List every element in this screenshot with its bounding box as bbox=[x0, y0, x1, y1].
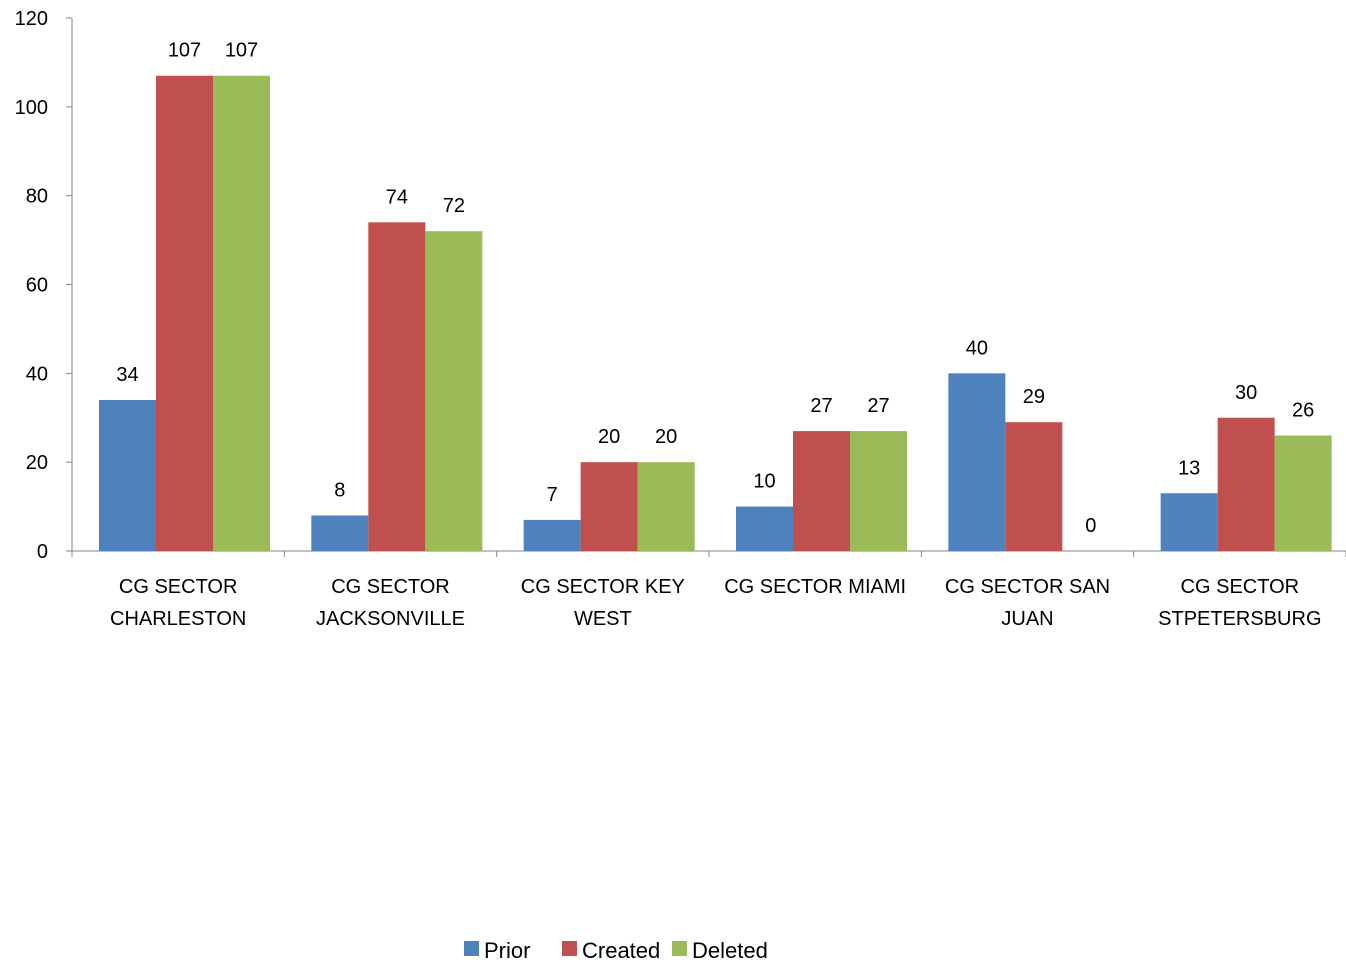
y-tick-label: 40 bbox=[26, 363, 48, 385]
y-tick-label: 120 bbox=[15, 8, 48, 30]
category-label-line: CG SECTOR KEY bbox=[521, 576, 685, 598]
bar-prior bbox=[736, 506, 793, 551]
bar-created bbox=[1217, 417, 1275, 551]
category-label-line: CG SECTOR MIAMI bbox=[724, 576, 906, 598]
legend-label-created: Created bbox=[582, 938, 660, 963]
data-label-deleted: 26 bbox=[1292, 400, 1314, 422]
category-label-line: CG SECTOR bbox=[1181, 576, 1300, 598]
data-label-prior: 7 bbox=[547, 484, 558, 506]
bar-prior bbox=[948, 373, 1006, 551]
legend-swatch-deleted bbox=[672, 941, 687, 956]
data-label-deleted: 0 bbox=[1085, 515, 1096, 537]
data-label-created: 74 bbox=[386, 186, 408, 208]
data-label-deleted: 27 bbox=[867, 395, 889, 417]
category-label: CG SECTOR STPETERSBURG bbox=[1158, 576, 1321, 630]
bar-created bbox=[1005, 422, 1063, 551]
category-label-line: JUAN bbox=[1001, 608, 1053, 630]
legend-label-prior: Prior bbox=[484, 938, 530, 963]
data-label-deleted: 72 bbox=[443, 195, 465, 217]
bar-deleted bbox=[1274, 435, 1332, 551]
category-label-line: CG SECTOR bbox=[331, 576, 450, 598]
chart-data-labels: 34 107 107 8 74 72 7 20 20 10 27 27 40 29 0 13 30 26 bbox=[116, 40, 1314, 537]
y-tick-label: 80 bbox=[26, 186, 48, 208]
bar-deleted bbox=[425, 231, 483, 551]
legend-swatch-prior bbox=[464, 941, 479, 956]
data-label-deleted: 107 bbox=[225, 40, 258, 62]
category-label: CG SECTOR CHARLESTON bbox=[110, 576, 246, 630]
data-label-prior: 13 bbox=[1178, 457, 1200, 479]
bar-prior bbox=[311, 515, 369, 551]
category-label: CG SECTOR MIAMI bbox=[724, 576, 906, 598]
bar-deleted bbox=[637, 462, 695, 551]
category-label: CG SECTOR SAN JUAN bbox=[945, 576, 1110, 630]
data-label-created: 30 bbox=[1235, 382, 1257, 404]
y-tick-label: 60 bbox=[26, 275, 48, 297]
data-label-created: 29 bbox=[1023, 386, 1045, 408]
bar-deleted bbox=[213, 75, 270, 551]
bar-created bbox=[580, 462, 638, 551]
bar-prior bbox=[523, 519, 581, 551]
y-tick-label: 20 bbox=[26, 452, 48, 474]
bar-created bbox=[368, 222, 426, 552]
chart-bars bbox=[99, 75, 1332, 552]
data-label-created: 27 bbox=[810, 395, 832, 417]
data-label-prior: 8 bbox=[334, 479, 345, 501]
bar-prior bbox=[1160, 493, 1218, 551]
category-label-line: WEST bbox=[574, 608, 632, 630]
bar-created bbox=[793, 431, 850, 551]
y-tick-label: 0 bbox=[37, 541, 48, 563]
legend-swatch-created bbox=[562, 941, 577, 956]
data-label-prior: 40 bbox=[966, 337, 988, 359]
data-label-created: 20 bbox=[598, 426, 620, 448]
category-label-line: STPETERSBURG bbox=[1158, 608, 1321, 630]
bar-created bbox=[156, 75, 213, 551]
chart-category-labels: CG SECTOR CHARLESTON CG SECTOR JACKSONVILLE… bbox=[110, 576, 1322, 630]
bar-deleted bbox=[850, 431, 907, 551]
y-tick-label: 100 bbox=[15, 97, 48, 119]
chart-legend: Prior Created Deleted bbox=[464, 938, 768, 963]
category-label-line: CHARLESTON bbox=[110, 608, 246, 630]
data-label-prior: 34 bbox=[116, 364, 138, 386]
legend-label-deleted: Deleted bbox=[692, 938, 768, 963]
data-label-prior: 10 bbox=[753, 471, 775, 493]
category-label-line: CG SECTOR SAN bbox=[945, 576, 1110, 598]
category-label-line: JACKSONVILLE bbox=[316, 608, 465, 630]
category-label: CG SECTOR KEY WEST bbox=[521, 576, 685, 630]
bar-prior bbox=[99, 399, 156, 551]
category-label: CG SECTOR JACKSONVILLE bbox=[316, 576, 465, 630]
data-label-deleted: 20 bbox=[655, 426, 677, 448]
data-label-created: 107 bbox=[168, 40, 201, 62]
category-label-line: CG SECTOR bbox=[119, 576, 238, 598]
